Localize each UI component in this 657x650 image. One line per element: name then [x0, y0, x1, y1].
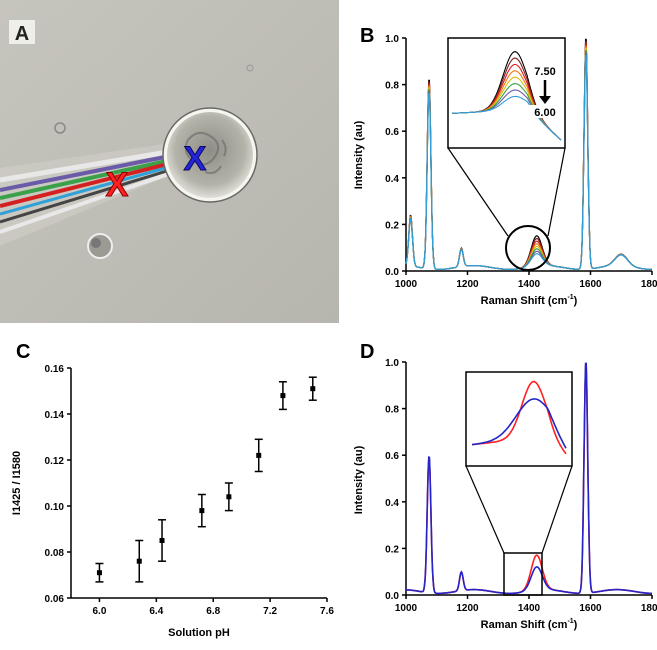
- c-data-point: [136, 558, 142, 564]
- b-y-tick-label: 1.0: [385, 34, 399, 45]
- b-y-label: Intensity (au): [353, 120, 365, 189]
- b-inset-line: [452, 95, 562, 141]
- d-x-tick-label: 1000: [395, 603, 418, 614]
- c-data-point: [96, 570, 102, 576]
- c-data-point: [280, 393, 286, 399]
- d-zoom-callout: [465, 465, 573, 596]
- c-y-label: I1425 / I1580: [11, 451, 23, 515]
- c-y-tick-label: 0.16: [45, 364, 65, 375]
- d-y-tick-label: 0.8: [385, 405, 399, 416]
- b-spectrum-line: [405, 54, 652, 270]
- d-x-tick-label: 1200: [456, 603, 479, 614]
- d-spectrum-line: [405, 362, 652, 595]
- d-inset-line: [471, 380, 567, 455]
- d-y-label: Intensity (au): [353, 445, 365, 514]
- c-y-tick-label: 0.10: [45, 502, 65, 513]
- panel-a-label-bg: [9, 20, 35, 44]
- panel-d-letter: D: [360, 341, 374, 363]
- c-x-tick-label: 7.6: [320, 606, 334, 617]
- panel-b-letter: B: [360, 25, 374, 47]
- b-y-tick-label: 0.6: [385, 127, 399, 138]
- d-inset-line: [471, 398, 567, 449]
- debris: [87, 233, 113, 259]
- c-data-point: [159, 538, 165, 543]
- panel-a-photo: X X A: [0, 0, 339, 323]
- d-y-tick-label: 0.4: [385, 498, 399, 509]
- d-y-tick-label: 0.6: [385, 451, 399, 462]
- c-y-tick-label: 0.06: [45, 594, 65, 605]
- c-y-tick-label: 0.14: [45, 410, 65, 421]
- b-y-tick-label: 0.2: [385, 220, 399, 231]
- particle: [246, 64, 254, 72]
- panel-c-letter: C: [16, 341, 30, 363]
- b-x-tick-label: 1000: [395, 279, 418, 290]
- c-x-tick-label: 6.4: [149, 606, 163, 617]
- particle: [54, 122, 66, 134]
- b-x-tick-label: 1200: [456, 279, 479, 290]
- d-y-tick-label: 0.2: [385, 544, 399, 555]
- d-x-label: Raman Shift (cm-1): [481, 618, 578, 631]
- b-x-tick-label: 1600: [579, 279, 602, 290]
- c-x-tick-label: 6.8: [206, 606, 220, 617]
- panel-c: C 6.0 6.4 6.8 7.2 7.6 0.06 0.08 0.10 0.12 0.14 0.1…: [11, 341, 334, 639]
- panel-a-letter: A: [15, 23, 29, 45]
- b-inset: 7.50 6.00: [447, 37, 566, 149]
- b-x-tick-label: 1400: [518, 279, 541, 290]
- b-zoom-ellipse: [505, 225, 551, 271]
- c-data-point: [310, 386, 316, 392]
- c-data-point: [199, 508, 205, 514]
- c-data-point: [256, 452, 262, 458]
- d-y-tick-label: 1.0: [385, 358, 399, 369]
- d-zoom-box: [503, 552, 543, 596]
- d-y-tick-label: 0.0: [385, 591, 399, 602]
- b-inset-label-low: 6.00: [534, 107, 555, 119]
- b-inset-label-high: 7.50: [534, 66, 555, 78]
- c-y-tick-label: 0.12: [45, 456, 65, 467]
- d-inset: [465, 371, 573, 467]
- c-x-tick-label: 7.2: [263, 606, 277, 617]
- cell: [163, 108, 257, 202]
- red-x-marker: X: [106, 166, 129, 204]
- b-y-tick-label: 0.8: [385, 81, 399, 92]
- b-zoom-callout: [447, 147, 566, 271]
- d-x-tick-label: 1600: [579, 603, 602, 614]
- b-y-tick-label: 0.0: [385, 267, 399, 278]
- b-y-tick-label: 0.4: [385, 174, 399, 185]
- c-x-tick-label: 6.0: [92, 606, 106, 617]
- b-x-label: Raman Shift (cm-1): [481, 294, 578, 307]
- c-data-point: [226, 494, 232, 500]
- pipette: [0, 142, 182, 246]
- c-y-tick-label: 0.08: [45, 548, 65, 559]
- c-x-label: Solution pH: [168, 627, 230, 639]
- blue-x-marker: X: [184, 140, 207, 178]
- d-x-tick-label: 1400: [518, 603, 541, 614]
